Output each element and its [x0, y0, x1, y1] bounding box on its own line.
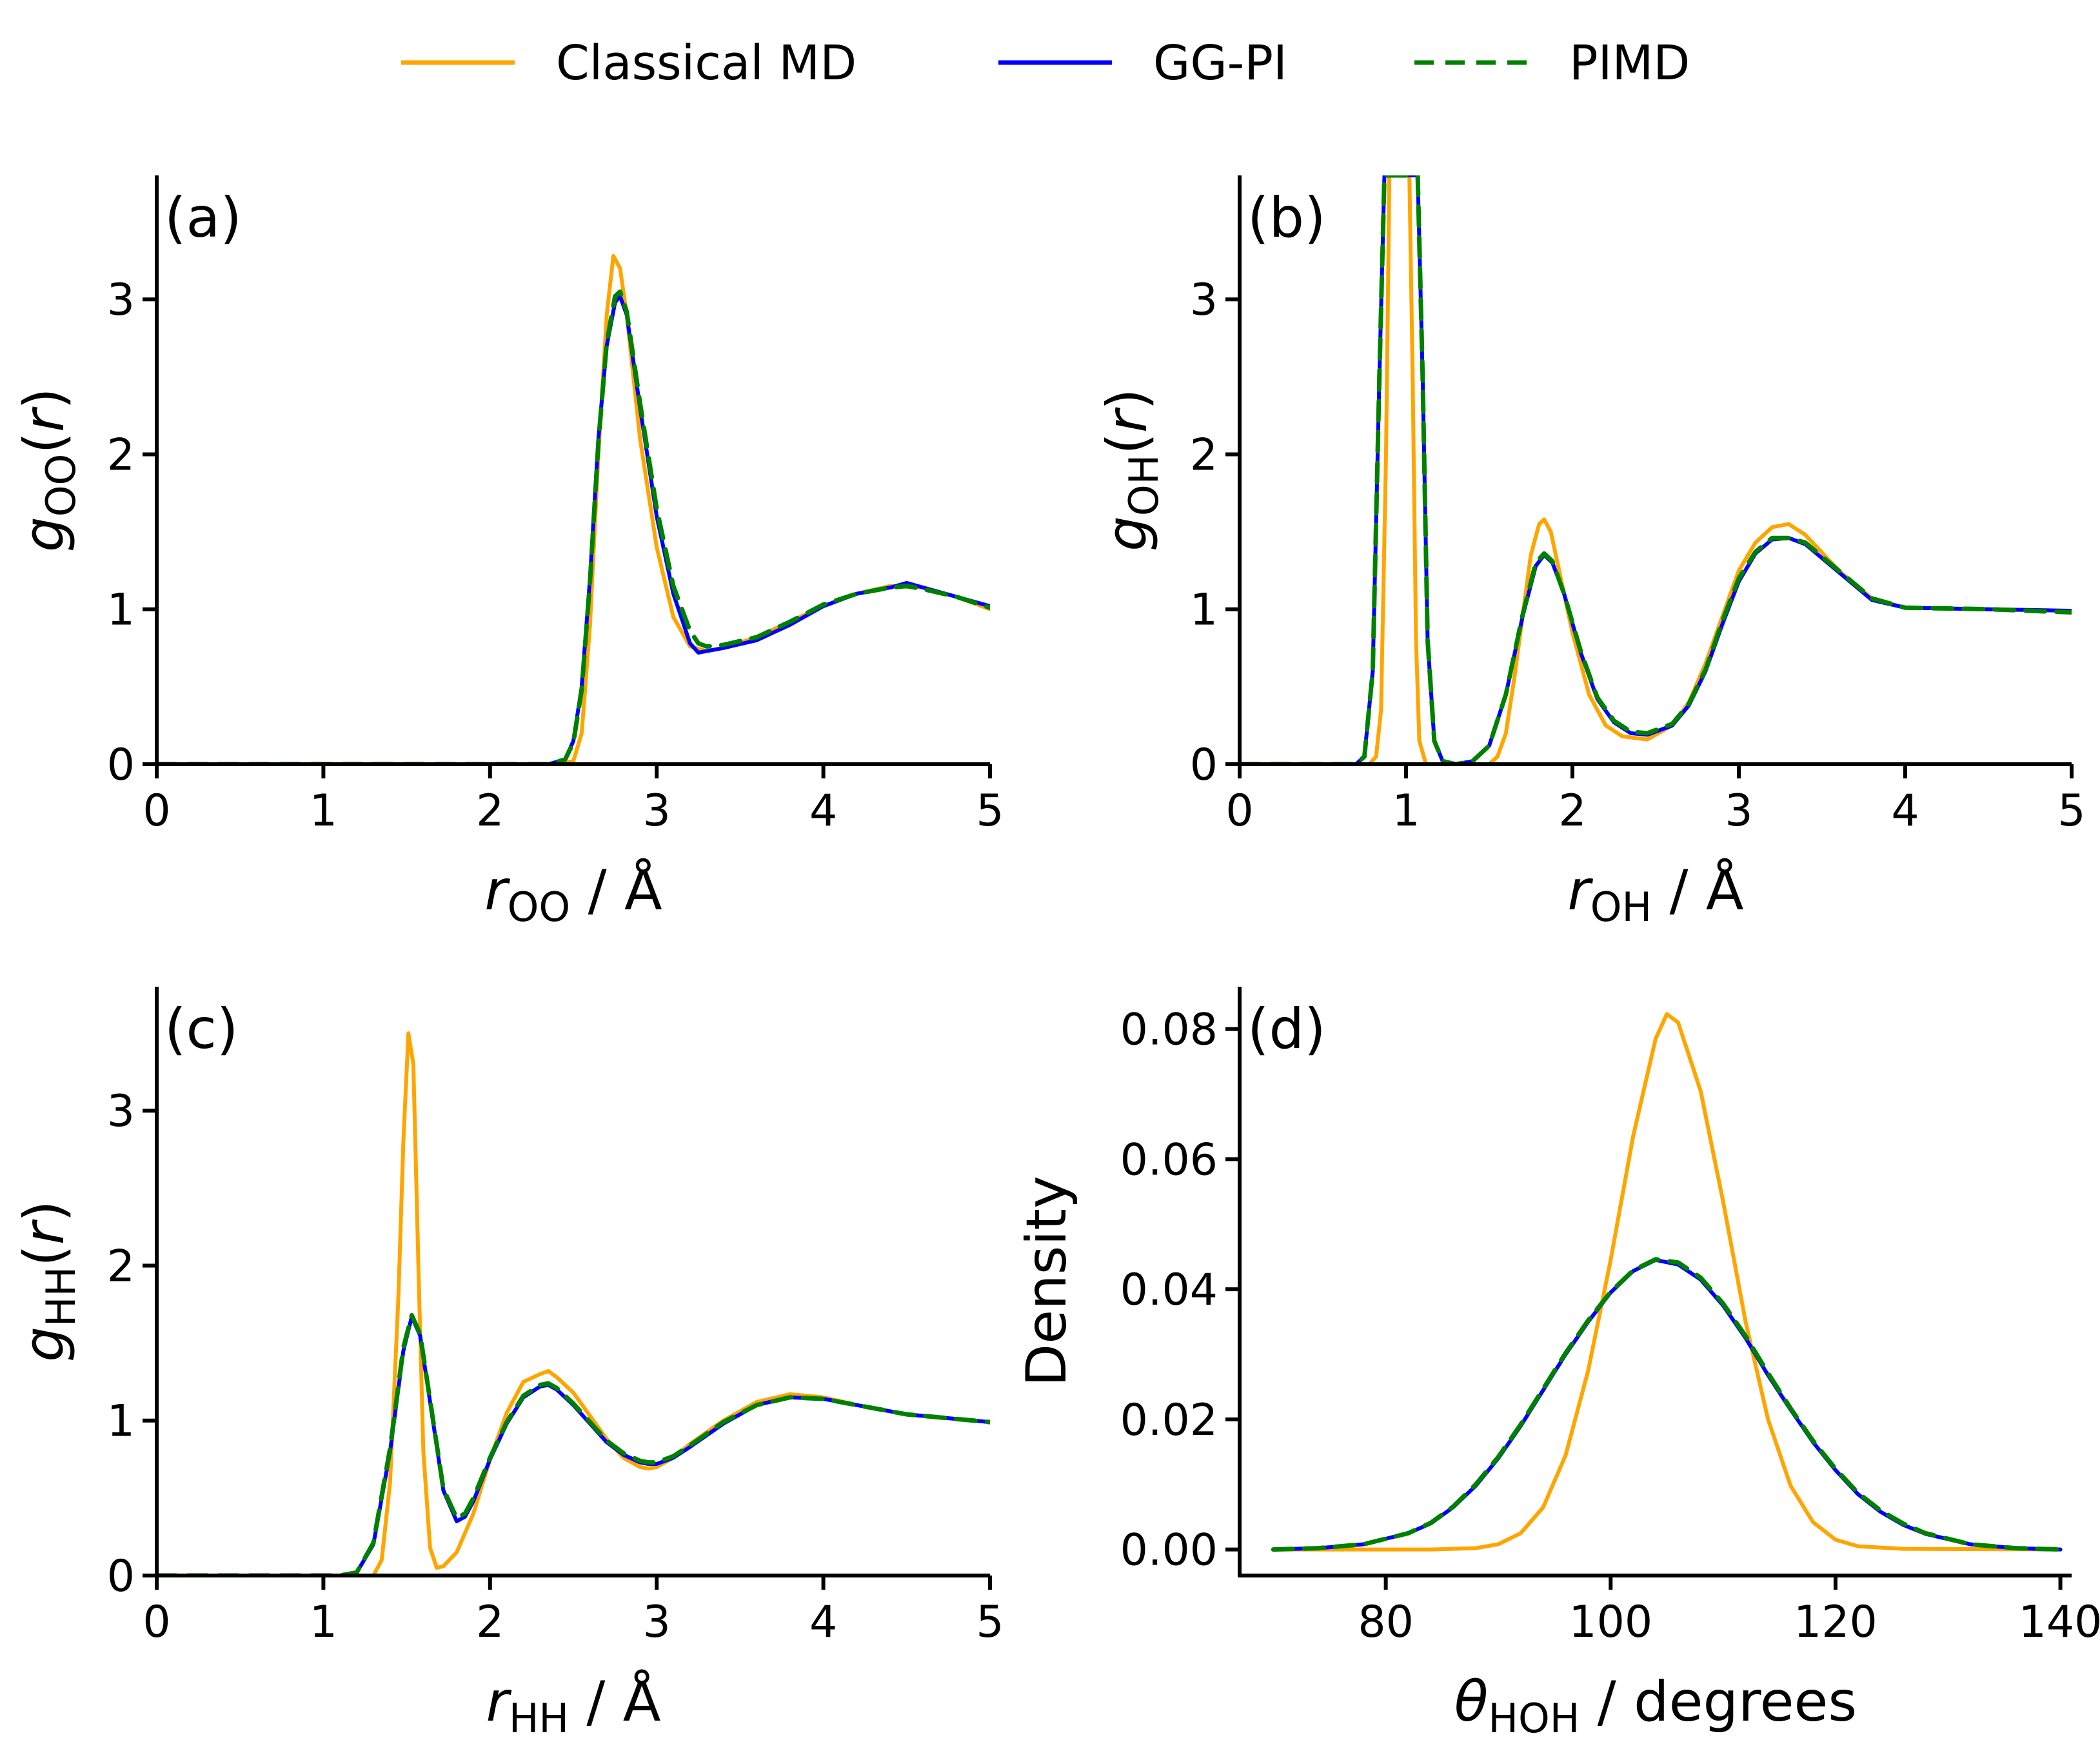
y-axis-label-subscript: OH: [1120, 455, 1167, 516]
panel-d: 80 100 120 140 0.00 0.02 0.04 0.06 0.08 (d) θHOH /…: [1015, 987, 2100, 1742]
y-axis-label-symbol: g: [1095, 516, 1160, 551]
y-tick-label: 3: [107, 275, 135, 326]
series-group: [157, 1031, 990, 1576]
legend-label-3: PIMD: [1569, 35, 1690, 91]
y-axis-label: gOO(r): [12, 388, 84, 552]
x-tick-label: 3: [643, 786, 671, 836]
x-axis-label-subscript: OH: [1590, 884, 1652, 931]
y-axis-label-symbol: g: [12, 1327, 77, 1362]
series-line-classical-md: [157, 253, 990, 764]
legend: Classical MD GG-PI PIMD: [401, 35, 1690, 91]
y-tick-label: 3: [107, 1086, 135, 1137]
x-axis-label: θHOH / degrees: [1454, 1670, 1857, 1742]
series-line-pimd: [1271, 1257, 2063, 1552]
x-tick-label: 100: [1569, 1597, 1652, 1648]
x-tick-label: 1: [1392, 786, 1420, 836]
x-tick-label: 3: [643, 1597, 671, 1648]
y-axis-label-unit: (r): [1095, 388, 1160, 454]
x-tick-label: 2: [1558, 786, 1586, 836]
series-line-classical-md: [1271, 1012, 2063, 1552]
x-axis-label: rOO / Å: [484, 858, 662, 931]
y-tick-label: 0.02: [1120, 1395, 1218, 1446]
x-tick-label: 0: [1225, 786, 1253, 836]
x-tick-label: 80: [1358, 1597, 1414, 1648]
series-line-gg-pi: [157, 294, 990, 764]
y-tick-label: 0: [107, 740, 135, 791]
x-axis-label-unit: / Å: [569, 1669, 661, 1734]
y-tick-label: 3: [1190, 275, 1218, 326]
y-axis-label-unit: (r): [12, 1200, 77, 1266]
series-line-classical-md: [157, 1031, 990, 1576]
x-axis-label: rHH / Å: [486, 1669, 660, 1742]
x-tick-label: 5: [976, 1597, 1004, 1648]
x-tick-label: 2: [476, 1597, 504, 1648]
x-axis-label-subscript: OO: [508, 884, 571, 931]
x-tick-label: 120: [1794, 1597, 1877, 1648]
y-tick-label: 0.06: [1120, 1134, 1218, 1185]
x-axis-label-symbol: r: [1567, 858, 1593, 923]
x-axis-label-unit: / degrees: [1580, 1670, 1857, 1734]
y-axis-label-subscript: HH: [37, 1267, 84, 1327]
series-line-gg-pi: [1240, 175, 2072, 764]
x-tick-label: 4: [809, 1597, 837, 1648]
series-group: [157, 253, 990, 764]
panel-label: (d): [1247, 997, 1326, 1062]
x-tick-label: 4: [1891, 786, 1919, 836]
panel-label: (c): [164, 997, 238, 1062]
y-tick-label: 0.04: [1120, 1265, 1218, 1316]
y-axis-label-symbol: Density: [1015, 1176, 1079, 1387]
x-tick-label: 0: [143, 786, 170, 836]
y-tick-label: 0: [107, 1551, 135, 1602]
legend-label-2: GG-PI: [1153, 35, 1287, 91]
y-tick-label: 1: [107, 585, 135, 636]
x-axis-label-unit: / Å: [570, 858, 662, 923]
y-tick-label: 0.08: [1120, 1005, 1218, 1056]
series-line-pimd: [157, 289, 990, 764]
y-tick-label: 0: [1190, 740, 1218, 791]
x-axis-label-subscript: HH: [509, 1695, 569, 1742]
x-tick-label: 140: [2019, 1597, 2100, 1648]
x-tick-label: 0: [143, 1597, 170, 1648]
x-tick-label: 1: [310, 1597, 337, 1648]
x-tick-label: 1: [310, 786, 337, 836]
panel-label: (a): [164, 186, 242, 250]
panel-label: (b): [1247, 186, 1326, 250]
y-tick-label: 1: [1190, 585, 1218, 636]
x-tick-label: 2: [476, 786, 504, 836]
y-axis-label-unit: (r): [12, 388, 77, 453]
y-tick-label: 2: [1190, 430, 1218, 480]
series-line-pimd: [1240, 175, 2072, 764]
y-tick-label: 1: [107, 1396, 135, 1447]
series-group: [1240, 175, 2072, 764]
y-axis-label: gOH(r): [1095, 388, 1167, 551]
legend-label-1: Classical MD: [556, 35, 857, 91]
y-axis-label: Density: [1015, 1176, 1079, 1387]
x-axis-label-unit: / Å: [1652, 858, 1744, 923]
series-group: [1271, 1012, 2063, 1552]
y-axis-label-subscript: OO: [37, 454, 84, 517]
x-tick-label: 3: [1725, 786, 1752, 836]
y-tick-label: 2: [107, 430, 135, 480]
x-axis-label-subscript: HOH: [1488, 1695, 1580, 1742]
y-tick-label: 2: [107, 1241, 135, 1292]
series-line-gg-pi: [157, 1314, 990, 1576]
x-axis-label: rOH / Å: [1567, 858, 1743, 931]
x-axis-label-symbol: θ: [1454, 1670, 1489, 1734]
x-axis-label-symbol: r: [484, 858, 510, 923]
x-axis-label-symbol: r: [486, 1670, 511, 1734]
x-tick-label: 5: [2057, 786, 2085, 836]
series-line-gg-pi: [1271, 1258, 2063, 1552]
y-axis-label: gHH(r): [12, 1200, 84, 1361]
x-tick-label: 5: [976, 786, 1004, 836]
series-line-pimd: [157, 1312, 990, 1576]
y-tick-label: 0.00: [1120, 1525, 1218, 1576]
series-line-classical-md: [1240, 175, 2072, 764]
x-tick-label: 4: [809, 786, 837, 836]
y-axis-label-symbol: g: [12, 517, 77, 552]
